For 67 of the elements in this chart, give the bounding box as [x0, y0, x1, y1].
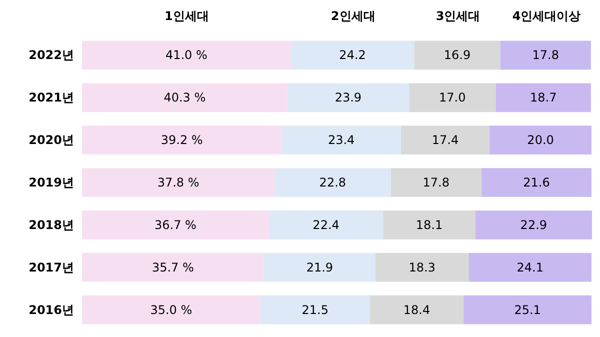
data-label: 22.9: [520, 218, 548, 232]
bar: [82, 252, 264, 282]
data-label: 37.8 %: [157, 176, 200, 190]
y-tick-label: 2016년: [28, 302, 74, 317]
data-label: 36.7 %: [154, 218, 196, 232]
bar: [264, 252, 376, 282]
bar: [282, 126, 401, 154]
bar: [82, 168, 275, 197]
data-label: 21.9: [306, 260, 334, 274]
bar: [82, 295, 260, 324]
data-label: 35.7 %: [152, 260, 194, 274]
y-tick-label: 2020년: [28, 133, 74, 148]
bar: [268, 210, 384, 240]
y-tick-label: 2022년: [28, 48, 74, 62]
data-label: 23.4: [328, 133, 355, 148]
data-label: 16.9: [444, 48, 471, 62]
bar: [481, 168, 592, 197]
bar: [82, 210, 269, 240]
bar: [390, 168, 482, 197]
bar: [500, 40, 591, 70]
bar: [400, 126, 490, 154]
series-label: 1인세대: [164, 9, 209, 23]
bar: [260, 295, 370, 324]
bar: [274, 168, 391, 197]
bar: [290, 40, 414, 70]
bar: [496, 83, 591, 112]
data-label: 17.8: [422, 176, 450, 190]
series-label: 3인세대: [436, 9, 480, 23]
y-tick-label: 2021년: [28, 90, 74, 105]
data-label: 39.2 %: [160, 133, 203, 148]
data-label: 21.6: [523, 176, 550, 190]
y-tick-label: 2018년: [28, 218, 74, 232]
bar: [468, 252, 592, 282]
y-tick-label: 2019년: [28, 176, 74, 190]
data-label: 17.4: [432, 133, 459, 148]
bar: [409, 83, 496, 112]
data-label: 24.1: [516, 260, 544, 274]
bar: [490, 126, 592, 154]
data-label: 23.9: [334, 90, 362, 105]
data-label: 18.1: [416, 218, 443, 232]
bar: [82, 40, 291, 70]
data-label: 40.3 %: [164, 90, 206, 105]
data-label: 22.8: [319, 176, 346, 190]
data-label: 22.4: [312, 218, 340, 232]
data-label: 18.7: [530, 90, 557, 105]
data-label: 21.5: [302, 302, 328, 317]
data-label: 35.0 %: [150, 302, 192, 317]
data-label: 20.0: [527, 133, 554, 148]
series-label: 4인세대이상: [512, 9, 581, 23]
bar: [287, 83, 410, 112]
data-label: 18.4: [403, 302, 430, 317]
series-label: 2인세대: [330, 9, 376, 23]
data-label: 24.2: [339, 48, 366, 62]
y-tick-label: 2017년: [28, 260, 74, 274]
bar: [370, 295, 464, 324]
bar: [383, 210, 476, 240]
bar: [414, 40, 500, 70]
data-label: 41.0 %: [165, 48, 208, 62]
bar: [82, 83, 288, 112]
bar: [475, 210, 592, 240]
data-label: 17.0: [439, 90, 466, 105]
data-label: 17.8: [532, 48, 559, 62]
bar: [82, 126, 282, 154]
data-label: 25.1: [514, 302, 541, 317]
data-label: 18.3: [408, 260, 436, 274]
bar: [464, 295, 592, 324]
bar: [375, 252, 469, 282]
